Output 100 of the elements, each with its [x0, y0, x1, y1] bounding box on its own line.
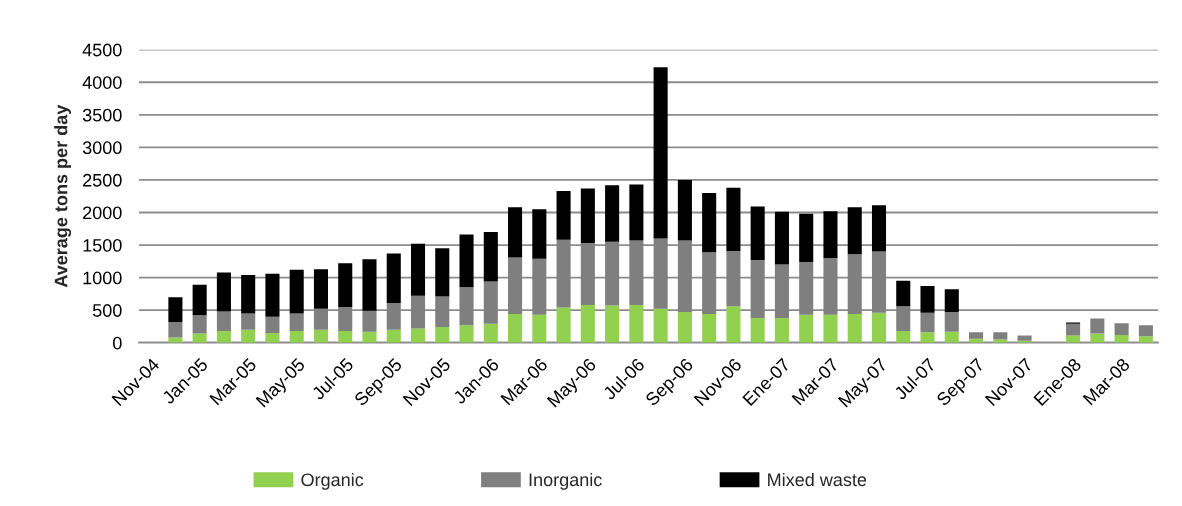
bar: [993, 332, 1008, 340]
bar: [896, 280, 911, 307]
bar: [532, 314, 547, 343]
bar: [508, 314, 523, 343]
bar: [702, 252, 717, 315]
bar: [362, 310, 377, 332]
bar: [265, 332, 280, 343]
bar: [580, 243, 595, 305]
bar: [313, 308, 328, 330]
bar: [1114, 323, 1129, 335]
bar: [508, 207, 523, 258]
bar: [920, 286, 935, 313]
bar: [944, 289, 959, 313]
y-tick-label: 3500: [82, 108, 122, 122]
bar: [750, 317, 765, 343]
bar: [265, 273, 280, 317]
bar: [605, 185, 620, 242]
bar: [969, 332, 984, 339]
bar: [605, 305, 620, 343]
bar: [580, 188, 595, 244]
bar: [677, 312, 692, 343]
bar: [410, 243, 426, 296]
bar: [556, 307, 571, 343]
legend-label: Inorganic: [529, 472, 602, 490]
y-tick-label: 4500: [82, 43, 122, 57]
bar: [435, 296, 450, 328]
y-tick-label: 0: [113, 336, 122, 350]
bar: [192, 315, 207, 334]
bar: [1090, 318, 1105, 334]
bar: [435, 327, 450, 343]
bar: [774, 211, 789, 265]
bar: [653, 308, 668, 343]
bar: [750, 260, 765, 318]
bar: [629, 240, 644, 305]
y-tick-label: 4000: [82, 76, 122, 89]
bar: [435, 248, 450, 297]
bar: [823, 258, 838, 315]
bar: [532, 209, 547, 259]
bar: [823, 211, 838, 259]
bar: [386, 253, 401, 303]
bar: [920, 332, 935, 343]
bar: [774, 264, 789, 318]
bar: [241, 329, 256, 343]
bar: [459, 234, 474, 288]
bar: [483, 232, 498, 282]
bar: [823, 314, 838, 343]
legend-label: Organic: [301, 472, 364, 490]
bar: [726, 250, 741, 307]
bar: [168, 321, 183, 338]
bar: [338, 306, 353, 331]
bar: [483, 323, 498, 343]
bar: [1066, 323, 1081, 336]
bar: [726, 187, 741, 251]
bar: [677, 240, 692, 313]
bar: [338, 263, 353, 307]
bar: [896, 330, 911, 343]
bar: [847, 207, 862, 255]
bar: [871, 205, 887, 252]
bar: [750, 206, 765, 261]
y-tick-label: 1500: [83, 238, 122, 252]
bar: [410, 328, 426, 343]
legend-label: Mixed waste: [768, 472, 867, 487]
bar: [847, 314, 862, 343]
bar: [653, 238, 668, 309]
bar: [653, 67, 668, 239]
bar: [1138, 325, 1153, 337]
bar: [556, 239, 571, 308]
bar: [726, 306, 741, 343]
bar: [313, 269, 328, 309]
bar: [313, 329, 328, 343]
bar: [216, 311, 231, 331]
bar: [168, 297, 183, 322]
bar: [386, 329, 401, 343]
bar: [799, 213, 814, 262]
bar: [944, 312, 959, 332]
bar: [338, 330, 353, 343]
bar: [508, 257, 523, 315]
bar: [362, 259, 377, 311]
bar: [241, 274, 256, 314]
bar: [410, 295, 426, 329]
bar: [847, 254, 862, 315]
bar: [265, 316, 280, 333]
bar: [289, 330, 304, 343]
bar: [799, 261, 814, 315]
bar: [216, 330, 231, 343]
y-tick-label: 1000: [83, 271, 122, 285]
bar: [289, 313, 304, 331]
bar: [871, 251, 887, 313]
y-axis-title: Average tons per day: [54, 104, 72, 288]
bar: [629, 304, 644, 343]
bar: [1017, 335, 1032, 341]
bar: [289, 269, 304, 314]
y-tick-label: 500: [92, 304, 122, 317]
bar: [386, 302, 401, 330]
bar: [459, 325, 474, 343]
bar: [241, 313, 256, 330]
bar: [896, 306, 911, 331]
y-tick-label: 3000: [82, 141, 122, 155]
bar: [871, 312, 887, 343]
bar: [944, 331, 959, 343]
